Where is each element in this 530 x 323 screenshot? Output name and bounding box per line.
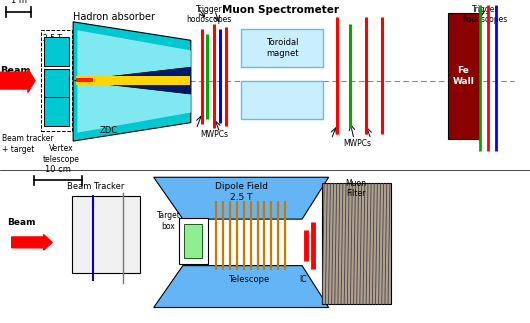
Text: Fe
Wall: Fe Wall (452, 66, 474, 87)
Text: Trigger
hodoscopes: Trigger hodoscopes (187, 5, 232, 25)
Text: 10 cm: 10 cm (46, 165, 71, 174)
Text: Dipole Field
2.5 T: Dipole Field 2.5 T (215, 182, 268, 202)
Text: ZDC: ZDC (100, 126, 118, 135)
Bar (179, 218, 208, 264)
Bar (44, 69, 69, 98)
Polygon shape (74, 67, 191, 94)
Text: Toroidal
magnet: Toroidal magnet (266, 38, 298, 58)
Text: MWPCs: MWPCs (344, 139, 372, 148)
Text: Telescope: Telescope (228, 275, 270, 284)
Bar (241, 81, 323, 119)
Polygon shape (154, 177, 329, 219)
Bar (322, 183, 391, 304)
Text: Muon Spectrometer: Muon Spectrometer (223, 5, 339, 15)
Text: Vertex
telescope: Vertex telescope (42, 144, 80, 164)
Bar (184, 224, 202, 258)
FancyArrow shape (12, 234, 52, 250)
Text: Target
box: Target box (156, 211, 181, 231)
Text: IC: IC (299, 275, 307, 284)
Text: Trigger
hodoscopes: Trigger hodoscopes (462, 5, 508, 25)
Polygon shape (154, 266, 329, 307)
Bar (76, 78, 93, 82)
Text: Hadron absorber: Hadron absorber (73, 12, 155, 22)
Bar (44, 37, 69, 66)
Bar (41, 30, 72, 131)
Bar (76, 76, 190, 85)
Text: Beam: Beam (7, 218, 36, 227)
Bar (241, 28, 323, 67)
Text: Muon
Filter: Muon Filter (346, 179, 367, 198)
FancyArrow shape (0, 69, 35, 92)
Polygon shape (77, 30, 191, 133)
Text: 1 m: 1 m (11, 0, 26, 5)
Polygon shape (73, 22, 191, 141)
Text: Beam Tracker: Beam Tracker (67, 182, 124, 191)
Bar (448, 14, 479, 140)
Bar (72, 196, 140, 273)
Text: Beam: Beam (1, 67, 31, 76)
Bar (44, 98, 69, 126)
Text: 2.5 T
dipole
field: 2.5 T dipole field (43, 34, 67, 63)
Text: MWPCs: MWPCs (200, 130, 228, 140)
Text: Beam tracker
+ target: Beam tracker + target (2, 134, 53, 154)
